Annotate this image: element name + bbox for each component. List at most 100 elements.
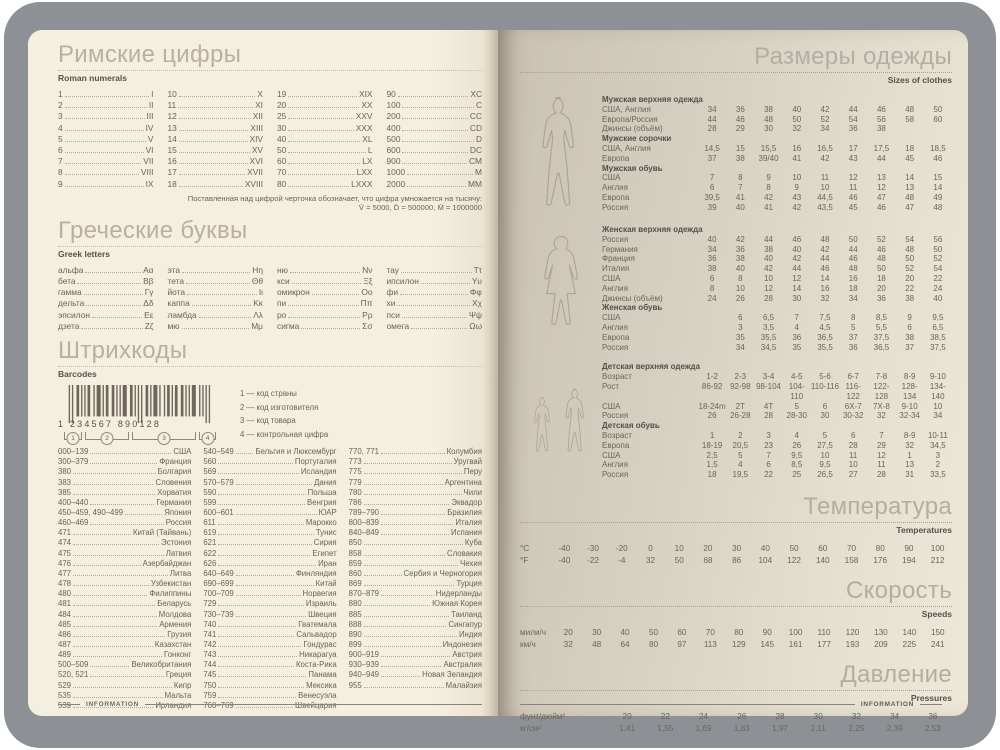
item-value: III bbox=[146, 111, 154, 122]
country-code-row: 474 Эстония bbox=[58, 538, 191, 548]
item-key: 7 bbox=[58, 156, 63, 167]
size-row: Россия 40 42 44 46 48 50 52 54 56 bbox=[602, 235, 952, 245]
size-value: 34 bbox=[707, 104, 717, 114]
size-value: 43 bbox=[848, 153, 858, 163]
group-number-badge: 4 bbox=[201, 432, 214, 446]
conversion-value: 50 bbox=[789, 543, 799, 553]
size-row: Франция 36 38 40 42 44 46 48 50 52 bbox=[602, 254, 952, 264]
dotted-leader bbox=[90, 453, 172, 455]
roman-numeral-row: 30 XXX bbox=[277, 123, 373, 134]
item-value: VIII bbox=[140, 167, 154, 178]
size-value: 9,5 bbox=[932, 313, 944, 323]
item-key: 800–839 bbox=[348, 518, 380, 528]
size-value: 4 bbox=[738, 460, 743, 470]
item-value: D bbox=[475, 133, 482, 144]
conversion-value: 100 bbox=[788, 627, 803, 637]
size-value: 42 bbox=[792, 202, 802, 212]
item-key: 18 bbox=[167, 178, 177, 189]
size-row: США 18-24m 2T 4T 5 6 6X-7 7X-8 9-10 10 bbox=[602, 402, 952, 412]
item-value: Ζζ bbox=[144, 320, 154, 331]
item-key: 489 bbox=[58, 650, 72, 660]
dotted-leader bbox=[73, 686, 172, 688]
row-label: Россия bbox=[602, 470, 629, 480]
country-code-row: 400–440 Германия bbox=[58, 498, 191, 508]
dotted-leader bbox=[381, 595, 434, 597]
country-code-row: 599 Венгрия bbox=[203, 498, 336, 508]
man-size-block: Мужская верхняя одежда США, Англия 34 36 38 4… bbox=[520, 95, 952, 215]
pair-column: 1 I 2 II 3 III 4 IV 5 V 6 VI 7 VII 8 VIII 9 IX bbox=[58, 89, 154, 190]
size-value: 10 bbox=[820, 450, 830, 460]
item-key: 540–549 bbox=[203, 447, 234, 457]
size-row: Джинсы (объём) 28 29 30 32 34 36 38 bbox=[602, 124, 952, 134]
item-value: II bbox=[148, 100, 154, 111]
conversion-value: 2,11 bbox=[810, 724, 826, 734]
item-key: 478 bbox=[58, 579, 72, 589]
pair-column: 000–139 США 300–379 Франция 380 Болгария 383 Сл… bbox=[58, 447, 191, 711]
conversion-value: 209 bbox=[874, 640, 888, 650]
dotted-leader bbox=[90, 463, 158, 465]
footer-rule bbox=[520, 704, 855, 705]
size-value: 54 bbox=[933, 264, 943, 274]
dotted-leader bbox=[235, 585, 314, 587]
size-row: Англия 6 7 8 9 10 11 12 13 14 bbox=[602, 183, 952, 193]
size-value: 14 bbox=[905, 173, 915, 183]
title-rule bbox=[520, 521, 952, 523]
size-value: 4T bbox=[763, 401, 774, 411]
item-value: Сингапур bbox=[448, 619, 482, 629]
country-code-row: 600–601 ЮАР bbox=[203, 508, 336, 518]
country-code-row: 741 Сальвадор bbox=[203, 630, 336, 640]
dotted-leader bbox=[218, 686, 305, 688]
conversion-value: 225 bbox=[902, 640, 917, 650]
section-title-sizes: Размеры одежды bbox=[754, 43, 952, 70]
greek-letter-row: пси Ψψ bbox=[387, 310, 483, 321]
size-value: 128-134 bbox=[901, 381, 918, 401]
dotted-leader bbox=[73, 493, 156, 495]
conversion-value: 100 bbox=[930, 543, 945, 553]
item-value: XII bbox=[252, 111, 263, 122]
item-key: 480 bbox=[58, 589, 72, 599]
item-value: Филиппины bbox=[149, 589, 192, 599]
item-value: Λλ bbox=[253, 309, 263, 320]
pair-column: 540–549 Бельгия и Люксембург 560 Португалия… bbox=[203, 447, 336, 711]
conversion-value: 80 bbox=[648, 640, 659, 650]
greek-letter-row: эпсилон Εε bbox=[58, 310, 154, 321]
title-rule bbox=[58, 245, 482, 247]
size-value: 30 bbox=[820, 411, 830, 421]
barcode-figure: 1 234567 890128 1 2 3 4 1 — код страны 2 — к… bbox=[58, 385, 482, 446]
conversion-value: 60 bbox=[677, 627, 687, 637]
conversion-value: 28 bbox=[775, 711, 785, 721]
dotted-leader bbox=[235, 483, 313, 485]
size-value: 30 bbox=[764, 124, 773, 134]
size-value: 42 bbox=[764, 264, 773, 274]
dotted-leader bbox=[77, 283, 142, 285]
item-key: 789–790 bbox=[348, 507, 380, 517]
size-value: 28 bbox=[707, 124, 717, 134]
roman-numeral-row: 15 XV bbox=[168, 145, 264, 156]
conversion-value: -22 bbox=[587, 556, 599, 566]
size-value: 52 bbox=[876, 234, 886, 244]
dotted-leader bbox=[218, 493, 306, 495]
country-code-row: 300–379 Франция bbox=[58, 457, 191, 467]
notebook-spread: Римские цифры Roman numerals 1 I 2 II 3 III 4 I… bbox=[28, 30, 968, 733]
size-value: 6-7 bbox=[847, 372, 859, 382]
item-value: Китай (Тайвань) bbox=[133, 528, 192, 538]
size-value: 116-122 bbox=[845, 381, 861, 401]
item-key: 60 bbox=[277, 156, 287, 167]
country-code-row: 840–849 Испания bbox=[349, 528, 482, 538]
conversion-value: -40 bbox=[558, 543, 571, 553]
barcode-legend-item: 2 — код изготовителя bbox=[240, 402, 319, 412]
dotted-leader bbox=[381, 524, 454, 526]
size-value bbox=[698, 313, 726, 323]
country-code-row: 529 Кипр bbox=[58, 681, 191, 691]
size-value: 39/40 bbox=[758, 153, 779, 163]
item-value: Египет bbox=[312, 548, 337, 558]
unit-label: кг/см² bbox=[520, 724, 542, 734]
size-value: 18 bbox=[848, 283, 858, 293]
row-label: Возраст bbox=[602, 430, 632, 440]
dotted-leader bbox=[191, 305, 252, 307]
size-value: 50 bbox=[933, 104, 943, 114]
size-value: 12 bbox=[764, 283, 773, 293]
title-rule bbox=[520, 605, 952, 607]
dotted-leader bbox=[402, 152, 468, 154]
size-value: 2-3 bbox=[734, 372, 747, 382]
